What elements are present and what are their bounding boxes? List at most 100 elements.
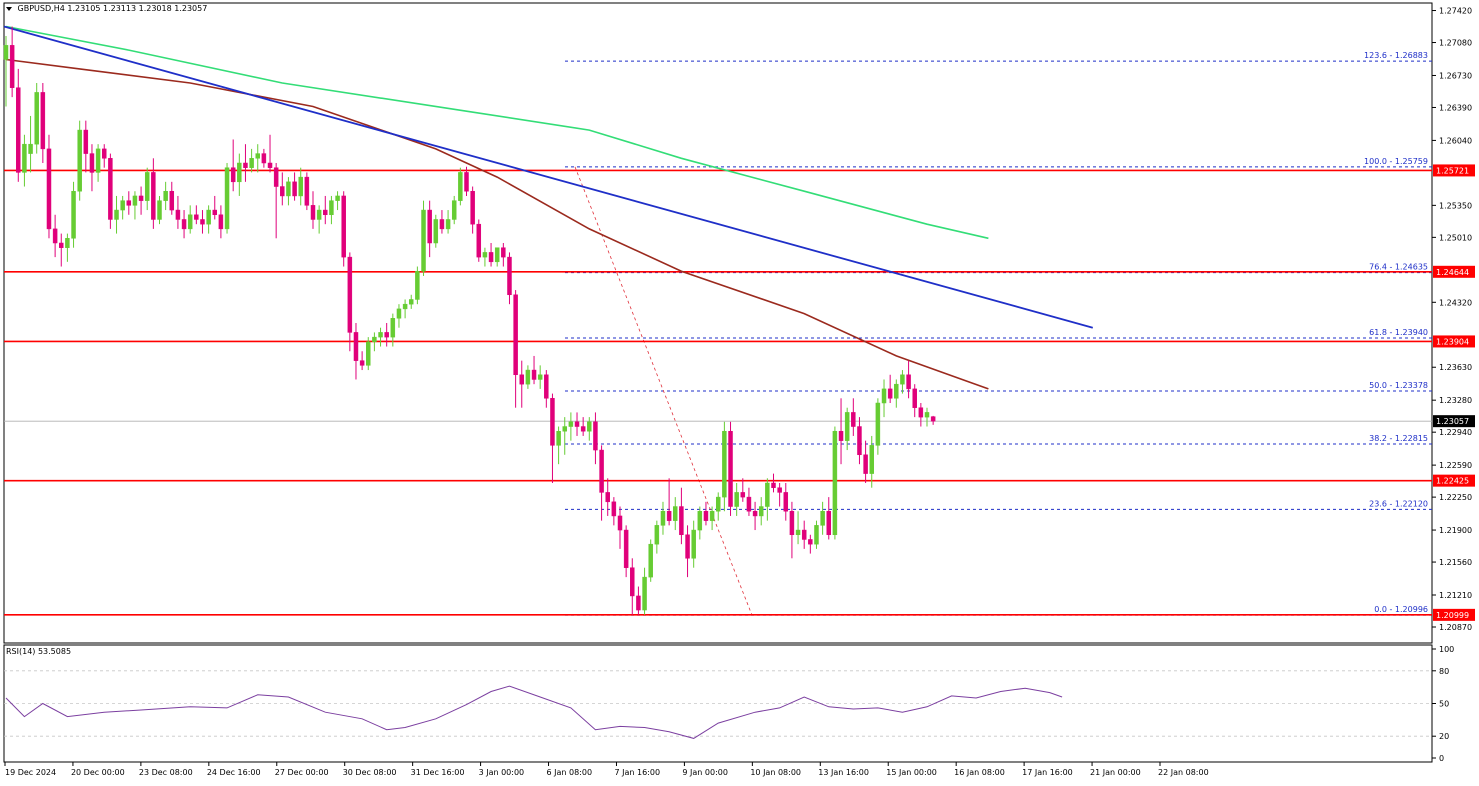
bearish-candle xyxy=(175,209,181,220)
fib-swing-line xyxy=(574,166,753,616)
bearish-candle xyxy=(550,398,555,446)
y-axis-tick-label: 1.26390 xyxy=(1439,103,1472,112)
level-price-tag-label: 1.24644 xyxy=(1436,268,1469,277)
bearish-candle xyxy=(838,430,844,441)
ohlc-values: 1.23105 1.23113 1.23018 1.23057 xyxy=(67,4,208,13)
bullish-candle xyxy=(844,412,850,441)
bearish-candle xyxy=(574,421,580,427)
bearish-candle xyxy=(679,506,684,536)
bearish-candle xyxy=(439,219,445,230)
bearish-candle xyxy=(89,153,95,173)
bullish-candle xyxy=(869,445,874,474)
bullish-candle xyxy=(660,510,666,526)
bullish-candle xyxy=(95,148,101,173)
bullish-candle xyxy=(494,247,500,263)
dropdown-icon[interactable] xyxy=(6,6,12,11)
x-axis-tick-label: 27 Dec 00:00 xyxy=(275,768,329,777)
bearish-candle xyxy=(623,529,629,568)
y-axis-tick-label: 1.27420 xyxy=(1439,7,1472,16)
bearish-candle xyxy=(912,388,917,408)
bearish-candle xyxy=(863,454,868,474)
bullish-candle xyxy=(329,200,334,216)
bullish-candle xyxy=(415,270,420,300)
bearish-candle xyxy=(359,360,365,366)
bearish-candle xyxy=(599,449,604,493)
y-axis-tick-label: 1.23280 xyxy=(1439,396,1472,405)
bearish-candle xyxy=(728,430,733,507)
bearish-candle xyxy=(273,167,279,187)
bearish-candle xyxy=(851,412,856,427)
bullish-candle xyxy=(537,374,543,380)
bullish-candle xyxy=(157,200,162,220)
x-axis-tick-label: 21 Jan 00:00 xyxy=(1090,768,1141,777)
level-price-tag xyxy=(1433,608,1475,621)
x-axis-tick-label: 19 Dec 2024 xyxy=(5,768,56,777)
level-price-tag xyxy=(1433,335,1475,348)
level-price-tag-label: 1.23904 xyxy=(1436,337,1469,346)
bearish-candle xyxy=(783,492,789,512)
rsi-header: RSI(14) 53.5085 xyxy=(6,647,72,656)
y-axis-tick-label: 1.21900 xyxy=(1439,526,1472,535)
bearish-candle xyxy=(857,426,862,456)
x-axis-tick-label: 9 Jan 00:00 xyxy=(682,768,728,777)
bearish-candle xyxy=(887,388,893,399)
bullish-candle xyxy=(378,332,383,338)
bullish-candle xyxy=(648,543,653,578)
y-axis-tick-label: 1.22590 xyxy=(1439,461,1472,470)
fib-level-label: 23.6 - 1.22120 xyxy=(1369,499,1428,508)
bearish-candle xyxy=(267,162,273,168)
bullish-candle xyxy=(562,426,567,432)
fib-level-label: 100.0 - 1.25759 xyxy=(1364,157,1428,166)
level-price-tag xyxy=(1433,265,1475,278)
bearish-candle xyxy=(243,162,248,168)
bearish-candle xyxy=(740,492,746,498)
bearish-candle xyxy=(126,200,132,206)
bullish-candle xyxy=(875,402,881,446)
bullish-candle xyxy=(734,492,739,507)
bearish-candle xyxy=(310,205,316,220)
bullish-candle xyxy=(765,482,770,507)
bullish-candle xyxy=(335,195,340,201)
bullish-candle xyxy=(390,318,396,338)
bearish-candle xyxy=(59,242,64,248)
bullish-candle xyxy=(255,153,260,159)
bearish-candle xyxy=(261,153,267,164)
x-axis-tick-label: 10 Jan 08:00 xyxy=(750,768,801,777)
bullish-candle xyxy=(587,421,592,432)
bullish-candle xyxy=(316,209,322,220)
bullish-candle xyxy=(366,341,371,366)
bearish-candle xyxy=(16,87,21,173)
bullish-candle xyxy=(3,45,9,60)
bullish-candle xyxy=(691,529,696,559)
bearish-candle xyxy=(930,416,936,422)
bullish-candle xyxy=(163,190,168,201)
bearish-candle xyxy=(630,567,635,597)
x-axis-tick-label: 15 Jan 00:00 xyxy=(886,768,937,777)
bearish-candle xyxy=(771,482,776,488)
bearish-candle xyxy=(544,374,549,399)
y-axis-tick-label: 1.26730 xyxy=(1439,71,1472,80)
bearish-candle xyxy=(52,228,58,244)
rsi-axis-label: 50 xyxy=(1439,700,1449,709)
bullish-candle xyxy=(187,214,193,230)
level-price-tag-label: 1.25721 xyxy=(1436,166,1469,175)
bearish-candle xyxy=(427,209,432,244)
bullish-candle xyxy=(458,172,463,201)
level-price-tag-label: 1.20999 xyxy=(1436,611,1469,620)
bullish-candle xyxy=(568,421,574,427)
level-price-tag-label: 1.22425 xyxy=(1436,477,1469,486)
x-axis-tick-label: 30 Dec 08:00 xyxy=(343,768,397,777)
bullish-candle xyxy=(224,167,230,230)
bearish-candle xyxy=(230,167,236,183)
fib-level-label: 38.2 - 1.22815 xyxy=(1369,434,1428,443)
x-axis-tick-label: 31 Dec 16:00 xyxy=(411,768,465,777)
bearish-candle xyxy=(531,369,537,380)
fib-level-label: 50.0 - 1.23378 xyxy=(1369,381,1428,390)
bearish-candle xyxy=(200,219,205,225)
bullish-candle xyxy=(894,383,899,399)
fast-moving-average-line xyxy=(5,58,989,390)
chart-header[interactable]: GBPUSD,H4 1.23105 1.23113 1.23018 1.2305… xyxy=(6,4,207,13)
bearish-candle xyxy=(476,223,482,258)
